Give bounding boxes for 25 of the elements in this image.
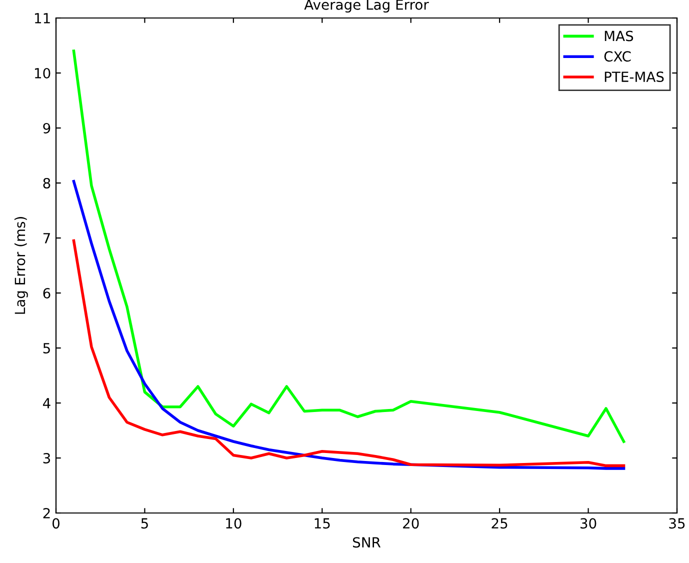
y-tick-label: 3 <box>43 452 50 464</box>
y-axis-title: Lag Error (ms) <box>14 217 28 314</box>
chart-title: Average Lag Error <box>304 0 429 13</box>
legend-label: MAS <box>604 30 634 42</box>
x-axis-title: SNR <box>352 537 381 548</box>
y-tick-label: 9 <box>43 122 50 134</box>
legend-label: PTE-MAS <box>604 72 664 82</box>
x-tick-label: 5 <box>141 518 148 529</box>
y-tick-label: 10 <box>34 68 50 78</box>
legend-label: CXC <box>604 51 631 62</box>
y-tick-label: 11 <box>34 13 50 24</box>
y-tick-label: 8 <box>43 178 50 188</box>
x-tick-label: 20 <box>403 518 419 529</box>
x-tick-label: 25 <box>492 518 508 529</box>
x-tick-label: 15 <box>314 518 330 529</box>
line-series <box>72 239 626 468</box>
y-tick-label: 6 <box>43 288 50 298</box>
y-tick-label: 2 <box>43 508 50 518</box>
x-tick-label: 0 <box>52 518 60 529</box>
y-tick-label: 7 <box>43 233 50 244</box>
x-tick-label: 10 <box>226 518 242 529</box>
y-tick-label: 5 <box>43 343 50 354</box>
x-tick-label: 30 <box>580 518 596 529</box>
x-tick-label: 35 <box>669 518 685 529</box>
y-tick-label: 4 <box>42 398 50 408</box>
